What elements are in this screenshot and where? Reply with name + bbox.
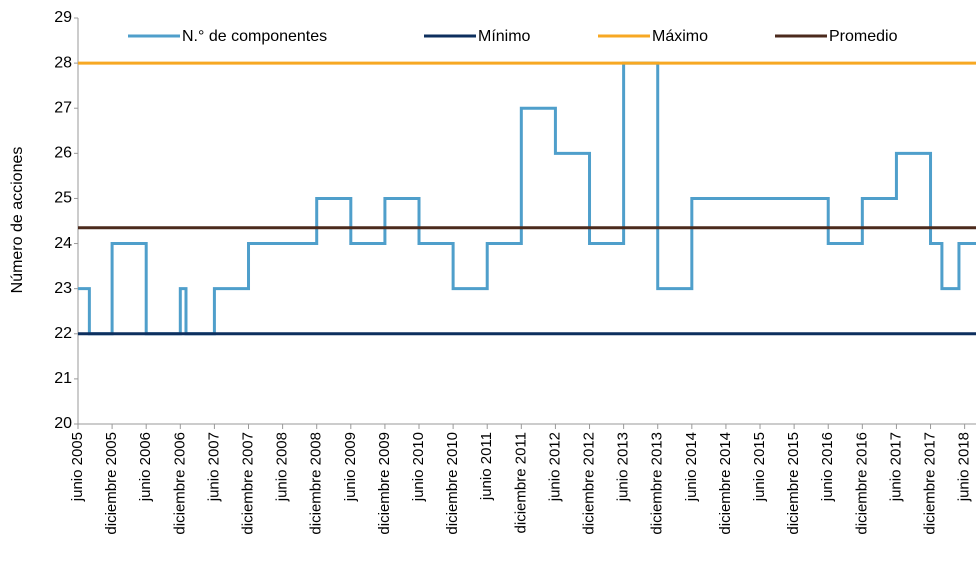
y-tick-label: 25 (54, 190, 72, 207)
y-tick-label: 21 (54, 370, 72, 387)
y-tick-label: 20 (54, 415, 72, 432)
y-tick-label: 27 (54, 99, 72, 116)
x-tick-label: junio 2007 (205, 432, 222, 502)
x-tick-label: diciembre 2016 (853, 432, 870, 535)
x-tick-label: diciembre 2013 (649, 432, 666, 535)
x-tick-label: diciembre 2009 (376, 432, 393, 535)
x-tick-label: junio 2010 (410, 432, 427, 502)
y-tick-label: 29 (54, 9, 72, 26)
y-tick-label: 26 (54, 145, 72, 162)
x-tick-label: junio 2017 (887, 432, 904, 502)
y-tick-label: 24 (54, 235, 72, 252)
x-tick-label: junio 2012 (546, 432, 563, 502)
x-tick-label: junio 2016 (819, 432, 836, 502)
x-tick-label: diciembre 2012 (580, 432, 597, 535)
y-tick-label: 28 (54, 54, 72, 71)
y-axis-label: Número de acciones (9, 147, 26, 294)
x-tick-label: junio 2015 (751, 432, 768, 502)
legend-label: N.° de componentes (182, 28, 327, 45)
x-tick-label: diciembre 2008 (308, 432, 325, 535)
x-tick-label: diciembre 2014 (717, 432, 734, 535)
x-tick-label: diciembre 2015 (785, 432, 802, 535)
x-tick-label: diciembre 2007 (239, 432, 256, 535)
y-tick-label: 23 (54, 280, 72, 297)
x-tick-label: junio 2009 (342, 432, 359, 502)
legend-label: Mínimo (478, 28, 531, 45)
x-tick-label: diciembre 2010 (444, 432, 461, 535)
x-tick-label: diciembre 2006 (171, 432, 188, 535)
x-tick-label: junio 2008 (274, 432, 291, 502)
y-tick-label: 22 (54, 325, 72, 342)
series-line (78, 61, 976, 336)
x-tick-label: diciembre 2017 (922, 432, 939, 535)
x-tick-label: junio 2006 (137, 432, 154, 502)
x-tick-label: diciembre 2011 (512, 432, 529, 533)
x-tick-label: junio 2005 (69, 432, 86, 502)
x-tick-label: junio 2011 (478, 432, 495, 501)
x-tick-label: junio 2013 (615, 432, 632, 502)
x-tick-label: diciembre 2005 (103, 432, 120, 535)
legend-label: Promedio (829, 28, 898, 45)
legend-label: Máximo (652, 28, 708, 45)
x-tick-label: junio 2014 (683, 432, 700, 502)
x-tick-label: junio 2018 (956, 432, 973, 502)
